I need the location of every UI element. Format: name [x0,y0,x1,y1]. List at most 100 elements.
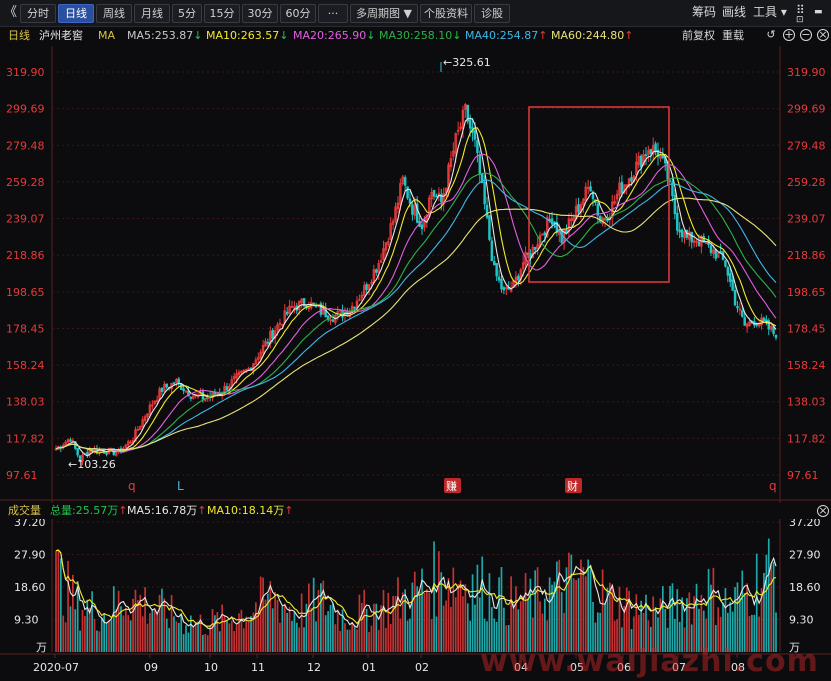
volume-ma10: MA10:18.14万↑ [207,504,294,517]
candle-body [627,178,631,187]
close-icon[interactable]: × [817,28,829,41]
volume-bar [223,615,226,652]
volume-bar [262,577,264,652]
zoom-in-icon[interactable]: + [783,28,795,41]
marker-q-right[interactable]: q [769,479,777,493]
candle-body [189,396,193,399]
candle-body [329,319,332,322]
volume-bar [404,589,407,652]
price-tick-left: 158.24 [6,359,45,372]
volume-bar [736,582,739,652]
reload-button[interactable]: 重载 [722,29,744,42]
candle-body [630,177,633,182]
chips-button[interactable]: 筹码 [692,5,717,19]
period-button-8[interactable]: ··· [318,4,348,23]
price-tick-left: 218.86 [6,249,45,262]
volume-bar [389,624,392,652]
candle-body [254,359,258,365]
candle-body [456,129,460,132]
volume-bar [599,612,602,652]
candle-body [745,323,749,328]
volume-bar [669,585,671,652]
candle-body [473,130,477,140]
volume-bar [199,614,202,652]
volume-bar [462,596,464,652]
period-button-9[interactable]: 多周期图 ▼ [350,4,418,23]
volume-bar [659,598,662,652]
volume-total: 总量:25.57万↑ [50,504,128,517]
candle-body [649,148,653,154]
volume-unit-left: 万 [36,641,47,654]
period-button-4[interactable]: 5分 [172,4,202,23]
candle-body [365,284,368,290]
volume-bar [69,606,72,652]
period-button-0[interactable]: 分时 [20,4,56,23]
volume-bar [553,581,556,652]
volume-bar [647,620,650,652]
volume-close-icon[interactable]: × [817,504,829,517]
period-button-3[interactable]: 月线 [134,4,170,23]
adjust-forward-button[interactable]: 前复权 [682,29,715,42]
minimize-icon[interactable]: ▬ [814,7,823,17]
marker-earn[interactable]: 赚 [446,479,457,493]
candle-body [264,340,267,347]
marker-finance-box[interactable] [565,478,582,493]
candle-body [232,376,236,380]
grid-icon[interactable]: ⠿ [796,3,805,17]
volume-bar [686,598,688,652]
candle-body [729,273,732,282]
candle-body [86,452,89,455]
marker-earn-box[interactable] [444,478,461,493]
stock-name[interactable]: 泸州老窖 [39,29,83,42]
marker-l[interactable]: L [177,479,184,493]
candle-body [134,429,137,442]
date-label: 01 [362,661,376,674]
volume-bar [411,582,414,652]
tools-menu[interactable]: 工具 ▾ [753,5,787,19]
volume-bar [339,630,341,652]
window-icon[interactable]: ⊡ [796,15,804,25]
volume-bar [255,602,257,652]
candle-body [403,177,407,186]
period-button-5[interactable]: 15分 [204,4,240,23]
draw-line-button[interactable]: 画线 [722,5,747,19]
period-button-6[interactable]: 30分 [242,4,278,23]
volume-bar [165,618,168,652]
marker-finance[interactable]: 财 [567,479,578,493]
candle-body [406,186,409,199]
volume-bar [623,605,626,652]
volume-bar [560,592,563,652]
price-tick-right: 218.86 [787,249,826,262]
volume-bar [630,629,633,652]
candle-body [158,388,161,400]
date-label: 09 [144,661,158,674]
candle-body [613,200,616,204]
undo-icon[interactable]: ↺ [766,28,776,41]
candle-body [411,204,414,215]
volume-bar [373,603,375,652]
period-button-10[interactable]: 个股资料 [420,4,472,23]
period-button-1[interactable]: 日线 [58,4,94,23]
back-icon[interactable]: 《 [4,5,18,20]
volume-bar [218,631,221,652]
volume-bar [570,554,573,652]
date-label: 06 [617,661,631,674]
volume-bar [252,612,255,652]
volume-bar [491,607,493,652]
volume-bar [394,595,397,652]
date-label: 12 [307,661,321,674]
zoom-out-icon[interactable]: − [800,28,812,41]
period-button-7[interactable]: 60分 [280,4,316,23]
volume-bar [163,598,166,652]
ma-label[interactable]: MA [98,29,116,42]
candle-body [541,233,544,236]
volume-bar [751,614,753,652]
candle-body [288,305,291,314]
volume-bar [772,561,775,652]
volume-bar [129,620,132,652]
marker-q-left[interactable]: q [128,479,136,493]
volume-bar [67,560,69,652]
period-button-2[interactable]: 周线 [96,4,132,23]
period-button-11[interactable]: 诊股 [474,4,510,23]
